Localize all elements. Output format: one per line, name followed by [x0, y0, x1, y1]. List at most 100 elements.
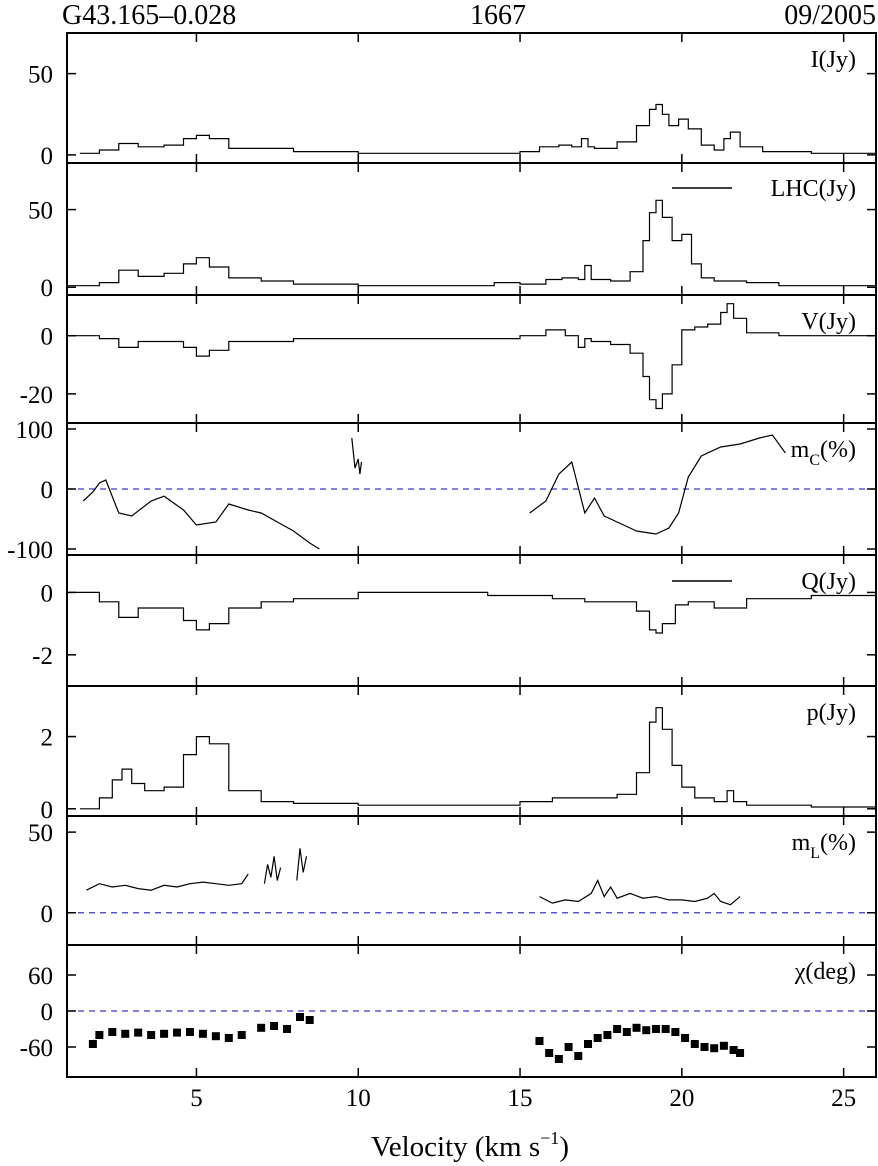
- chi-point: [173, 1028, 182, 1037]
- series-group: [79, 707, 876, 810]
- chi-point: [295, 1013, 304, 1021]
- chi-point: [95, 1031, 104, 1039]
- panel-label-main: χ(deg): [794, 959, 856, 985]
- panel-label-suffix: (%): [820, 437, 856, 463]
- chi-point: [198, 1029, 207, 1038]
- panel-label-V: V(Jy): [801, 309, 856, 335]
- panel-frame: [66, 815, 877, 946]
- panel-mL: 50 0 mL(%): [28, 815, 877, 946]
- x-axis: 5 10 15 20 25: [190, 1085, 856, 1112]
- y-tick-label: 60: [28, 963, 53, 990]
- x-tick-label: 15: [508, 1085, 533, 1112]
- x-tick-label: 10: [346, 1085, 371, 1112]
- series-group: [67, 199, 876, 287]
- panel-stack: 050I(Jy)050LHC(Jy)0-20V(Jy)1000-100mC(%)…: [7, 32, 877, 1078]
- series-mc-a: [82, 479, 320, 550]
- y-tick-label: 0: [41, 580, 54, 607]
- panel-mc: 100 0 -100 mC(%): [7, 417, 877, 564]
- series-q-jy-: [67, 591, 876, 634]
- chi-point: [554, 1055, 563, 1063]
- series-ml-d: [539, 879, 741, 906]
- panel-I: 0 50 I(Jy): [28, 32, 877, 170]
- x-tick-label: 20: [669, 1085, 694, 1112]
- chi-point: [642, 1026, 651, 1035]
- panel-label-subscript: L: [810, 845, 820, 862]
- legend-entry: Q(Jy): [801, 569, 856, 595]
- chi-point: [283, 1025, 292, 1033]
- y-tick-label: 50: [28, 820, 53, 847]
- series-i-jy-: [79, 103, 876, 154]
- chi-point: [88, 1040, 97, 1048]
- chi-point: [257, 1023, 266, 1032]
- y-tick-label: 0: [41, 477, 54, 504]
- epoch-label: 09/2005: [784, 0, 876, 31]
- panel-frame: [66, 162, 877, 296]
- chi-point: [185, 1028, 194, 1036]
- y-tick-label: -100: [7, 537, 53, 564]
- chi-point: [593, 1034, 602, 1042]
- series-group: [82, 434, 786, 550]
- chi-point: [211, 1032, 220, 1041]
- series-v-jy-: [67, 303, 876, 410]
- series-group: [79, 103, 876, 154]
- chi-point: [545, 1049, 554, 1057]
- panel-label-p: p(Jy): [807, 700, 856, 726]
- series-ml-c: [296, 848, 308, 881]
- y-tick-label: 0: [41, 275, 54, 302]
- chi-point: [574, 1052, 583, 1060]
- chi-point: [564, 1043, 573, 1051]
- panel-p: 0 2 p(Jy): [41, 685, 877, 824]
- chi-point: [710, 1044, 719, 1053]
- series-group: [67, 591, 876, 634]
- chi-point: [108, 1028, 117, 1036]
- chi-point: [681, 1034, 690, 1042]
- panel-V: 0 -20 V(Jy): [20, 294, 877, 424]
- chi-point: [729, 1046, 738, 1054]
- chi-point: [603, 1031, 612, 1039]
- y-tick-label: -60: [20, 1035, 53, 1062]
- y-tick-label: 50: [28, 198, 53, 225]
- series-group: [88, 1013, 745, 1063]
- chi-point: [121, 1029, 130, 1038]
- panel-label-chi: χ(deg): [794, 959, 856, 985]
- chi-point: [305, 1016, 314, 1024]
- y-tick-label: 0: [41, 901, 54, 928]
- x-axis-title-superscript: −1: [540, 1128, 559, 1148]
- panel-label-I: I(Jy): [811, 47, 856, 73]
- x-tick-label: 25: [831, 1085, 856, 1112]
- y-tick-label: 0: [41, 797, 54, 824]
- chi-point: [671, 1028, 680, 1036]
- y-tick-label: 0: [41, 143, 54, 170]
- x-axis-title-suffix: ): [559, 1131, 569, 1163]
- chi-point: [224, 1034, 233, 1042]
- y-tick-label: -2: [32, 643, 53, 670]
- y-tick-label: 2: [41, 725, 54, 752]
- series-lhc-jy-: [67, 199, 876, 287]
- chi-point: [160, 1029, 169, 1038]
- chi-point: [613, 1025, 622, 1033]
- chi-point: [651, 1025, 660, 1033]
- panel-label-mc: mC(%): [791, 437, 856, 469]
- chi-point: [622, 1028, 631, 1036]
- y-tick-label: 0: [41, 999, 54, 1026]
- legend-entry: LHC(Jy): [771, 176, 856, 202]
- y-tick-label: 0: [41, 324, 54, 351]
- chi-point: [535, 1037, 544, 1045]
- frequency-label: 1667: [470, 0, 526, 31]
- chi-point: [270, 1022, 279, 1030]
- series-group: [86, 848, 741, 906]
- chi-point: [632, 1023, 641, 1032]
- y-tick-label: -20: [20, 382, 53, 409]
- panel-linear: 0 -2 Q(Jy): [32, 554, 877, 687]
- chi-point: [237, 1031, 246, 1039]
- x-axis-title-main: Velocity (km s: [371, 1131, 540, 1163]
- chi-point: [147, 1031, 156, 1039]
- panel-label-suffix: (%): [820, 830, 856, 856]
- series-ml-b: [263, 856, 282, 884]
- series-p-jy-: [79, 707, 876, 810]
- series-group: [67, 303, 876, 410]
- y-tick-label: 50: [28, 62, 53, 89]
- x-tick-label: 5: [190, 1085, 203, 1112]
- source-name: G43.165–0.028: [62, 0, 236, 31]
